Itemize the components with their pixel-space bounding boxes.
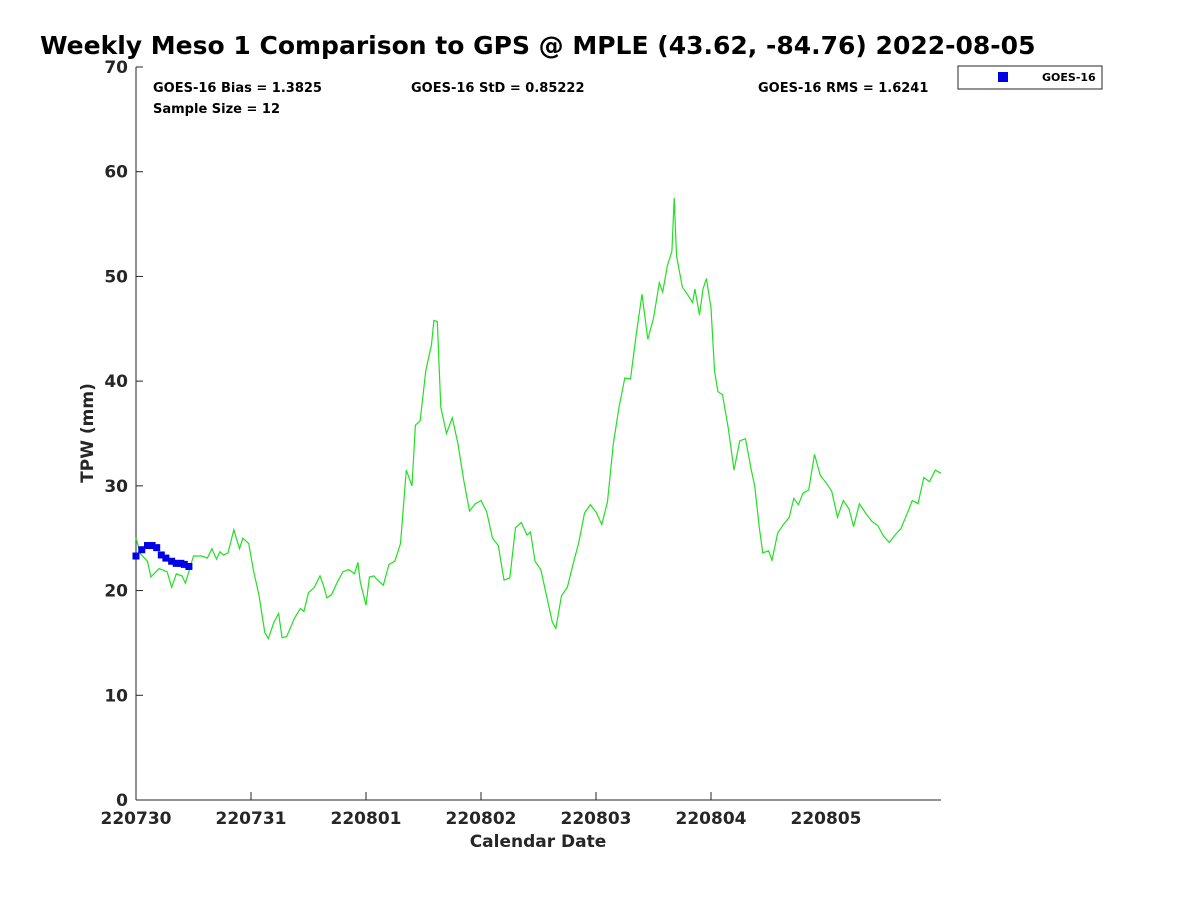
x-tick-label: 220804	[676, 809, 747, 829]
y-tick-label: 20	[104, 582, 128, 602]
x-tick-label: 220805	[791, 809, 862, 829]
y-tick-label: 70	[104, 58, 128, 78]
goes16-point	[148, 542, 156, 550]
x-tick-label: 220731	[216, 809, 287, 829]
goes16-point	[180, 560, 188, 568]
goes16-point	[162, 554, 170, 562]
plot-area	[136, 67, 941, 800]
x-tick-label: 220803	[561, 809, 632, 829]
goes16-point	[168, 557, 176, 565]
y-tick-label: 40	[104, 372, 128, 392]
y-tick-label: 30	[104, 477, 128, 497]
legend-marker	[998, 72, 1008, 82]
legend-box	[957, 65, 1103, 90]
std-stat: GOES-16 StD = 0.85222	[411, 81, 585, 96]
y-tick-label: 10	[104, 686, 128, 706]
x-ticks: 220730 220731 220801 220802 220803 220804 2208…	[101, 792, 862, 829]
y-ticks: 0 10 20 30 40 50 60 70	[104, 58, 143, 811]
y-axis-label: TPW (mm)	[78, 383, 98, 483]
x-axis-label: Calendar Date	[470, 832, 607, 852]
goes16-point	[153, 544, 161, 552]
sample-size: Sample Size = 12	[153, 102, 280, 117]
x-tick-label: 220802	[446, 809, 517, 829]
goes16-point	[144, 542, 151, 550]
legend-label: GOES-16	[1042, 71, 1096, 84]
bias-stat: GOES-16 Bias = 1.3825	[153, 81, 322, 96]
x-tick-label: 220801	[331, 809, 402, 829]
chart-title: Weekly Meso 1 Comparison to GPS @ MPLE (…	[40, 31, 1035, 60]
goes16-point	[132, 552, 140, 560]
x-tick-label: 220730	[101, 809, 172, 829]
goes16-point	[185, 562, 193, 570]
y-tick-label: 50	[104, 267, 128, 287]
goes16-point	[138, 546, 146, 554]
series-layer	[132, 197, 942, 641]
goes16-point	[172, 559, 180, 567]
y-tick-label: 60	[104, 163, 128, 183]
rms-stat: GOES-16 RMS = 1.6241	[758, 81, 928, 96]
y-tick-label: 0	[116, 791, 128, 811]
legend: GOES-16	[957, 65, 1103, 90]
goes16-point	[157, 551, 165, 559]
gps-series-line	[135, 197, 942, 641]
